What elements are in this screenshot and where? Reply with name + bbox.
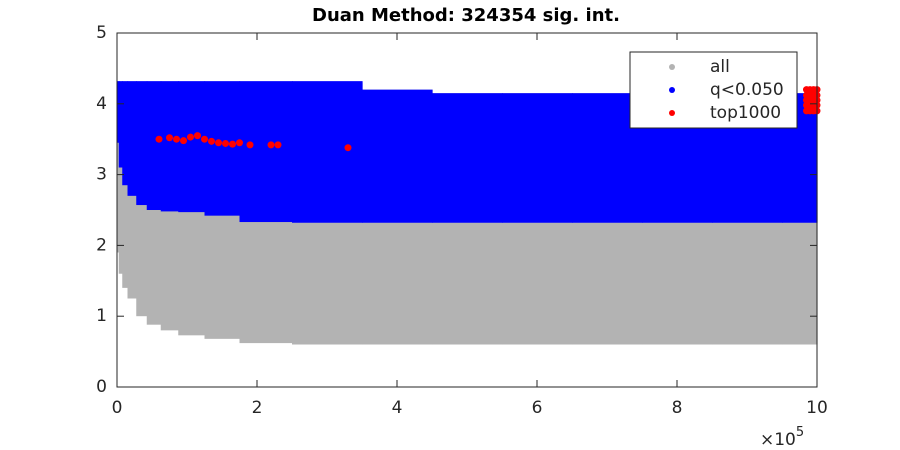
point-cloud-column: [118, 82, 123, 274]
legend-marker: [669, 110, 675, 116]
point: [274, 141, 282, 149]
y-tick-label: 2: [96, 235, 107, 255]
x-tick-label: 0: [112, 398, 123, 418]
legend-marker: [669, 64, 675, 70]
point-cloud-column: [160, 81, 179, 212]
point-cloud-column: [204, 81, 241, 216]
point: [208, 137, 215, 145]
point-cloud-column: [117, 82, 120, 253]
x-tick-label: 6: [532, 398, 543, 418]
point: [246, 141, 254, 149]
y-tick-label: 1: [96, 306, 107, 326]
point: [166, 134, 173, 142]
x-exponent: ×105: [760, 425, 804, 450]
plot-area: [117, 81, 821, 345]
point-cloud-column: [117, 81, 120, 143]
point-cloud-column: [122, 81, 129, 186]
y-tick-label: 5: [96, 23, 107, 43]
chart-title: Duan Method: 324354 sig. int.: [312, 5, 620, 26]
point-cloud-column: [146, 81, 162, 210]
point-cloud-column: [292, 81, 363, 223]
point-cloud-column: [136, 81, 148, 206]
point: [222, 139, 229, 147]
legend-marker: [669, 87, 675, 93]
exponent-power: 5: [796, 425, 804, 440]
point: [194, 132, 201, 140]
y-tick-label: 0: [96, 377, 107, 397]
point: [173, 135, 180, 143]
legend-label: all: [710, 57, 730, 77]
exponent-base: ×10: [760, 430, 796, 450]
legend-label: q<0.050: [710, 80, 784, 100]
point: [180, 137, 187, 145]
point: [201, 135, 208, 143]
point: [215, 139, 222, 147]
y-tick-label: 3: [96, 165, 107, 185]
x-tick-label: 10: [806, 398, 828, 418]
point: [236, 139, 243, 147]
x-tick-label: 2: [252, 398, 263, 418]
point: [155, 135, 163, 143]
point: [344, 144, 352, 152]
y-tick-label: 4: [96, 94, 107, 114]
point-cloud-column: [362, 89, 433, 223]
axes-box: [116, 32, 818, 388]
point-cloud-column: [239, 81, 293, 223]
point-cloud-column: [127, 81, 137, 196]
legend-label: top1000: [710, 103, 781, 123]
point: [187, 133, 194, 141]
point-cloud-column: [178, 81, 206, 213]
x-tick-label: 8: [672, 398, 683, 418]
point-cloud-column: [118, 81, 123, 168]
point-cloud-column: [502, 93, 573, 223]
point: [267, 141, 275, 149]
x-tick-label: 4: [392, 398, 403, 418]
point: [229, 140, 236, 148]
point-cloud-column: [432, 93, 503, 223]
legend-box: [629, 51, 798, 129]
